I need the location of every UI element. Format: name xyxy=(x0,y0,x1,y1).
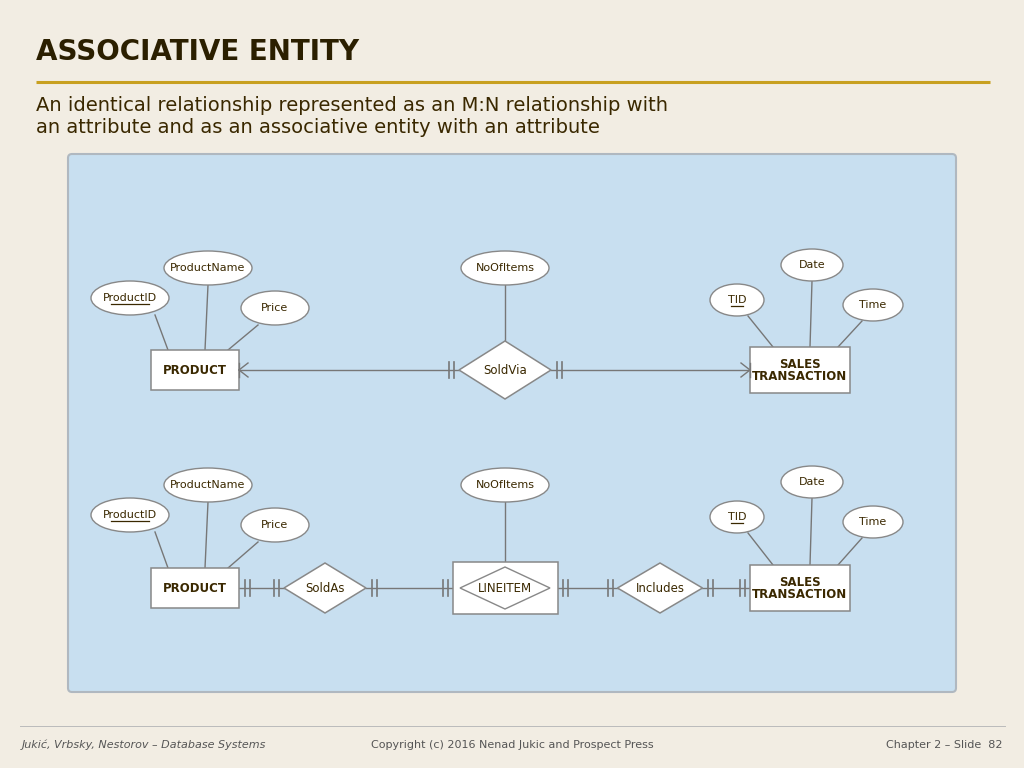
Text: Date: Date xyxy=(799,477,825,487)
Ellipse shape xyxy=(843,289,903,321)
Text: NoOfItems: NoOfItems xyxy=(475,480,535,490)
Text: Price: Price xyxy=(261,303,289,313)
Ellipse shape xyxy=(461,468,549,502)
FancyBboxPatch shape xyxy=(68,154,956,692)
Ellipse shape xyxy=(241,508,309,542)
Text: LINEITEM: LINEITEM xyxy=(478,581,532,594)
Text: Time: Time xyxy=(859,300,887,310)
Text: SoldAs: SoldAs xyxy=(305,581,345,594)
FancyBboxPatch shape xyxy=(453,562,557,614)
FancyBboxPatch shape xyxy=(151,568,239,608)
Text: Copyright (c) 2016 Nenad Jukic and Prospect Press: Copyright (c) 2016 Nenad Jukic and Prosp… xyxy=(371,740,653,750)
Ellipse shape xyxy=(461,251,549,285)
Text: ProductID: ProductID xyxy=(103,293,157,303)
Ellipse shape xyxy=(241,291,309,325)
Text: SoldVia: SoldVia xyxy=(483,363,527,376)
Text: ProductName: ProductName xyxy=(170,263,246,273)
Ellipse shape xyxy=(781,466,843,498)
Polygon shape xyxy=(460,567,550,609)
Text: TID: TID xyxy=(728,295,746,305)
Ellipse shape xyxy=(710,501,764,533)
Polygon shape xyxy=(459,341,551,399)
Ellipse shape xyxy=(164,251,252,285)
Text: An identical relationship represented as an M:N relationship with: An identical relationship represented as… xyxy=(36,96,668,115)
FancyBboxPatch shape xyxy=(151,350,239,390)
Ellipse shape xyxy=(91,498,169,532)
Text: Includes: Includes xyxy=(636,581,684,594)
Text: Date: Date xyxy=(799,260,825,270)
Text: Jukić, Vrbsky, Nestorov – Database Systems: Jukić, Vrbsky, Nestorov – Database Syste… xyxy=(22,740,266,750)
Ellipse shape xyxy=(710,284,764,316)
FancyBboxPatch shape xyxy=(750,565,850,611)
Text: PRODUCT: PRODUCT xyxy=(163,363,227,376)
Polygon shape xyxy=(617,563,702,613)
Text: TRANSACTION: TRANSACTION xyxy=(753,370,848,383)
Text: NoOfItems: NoOfItems xyxy=(475,263,535,273)
Text: Time: Time xyxy=(859,517,887,527)
Text: TRANSACTION: TRANSACTION xyxy=(753,588,848,601)
Ellipse shape xyxy=(843,506,903,538)
Ellipse shape xyxy=(164,468,252,502)
Text: PRODUCT: PRODUCT xyxy=(163,581,227,594)
Text: SALES: SALES xyxy=(779,577,821,590)
Text: ASSOCIATIVE ENTITY: ASSOCIATIVE ENTITY xyxy=(36,38,359,66)
Text: an attribute and as an associative entity with an attribute: an attribute and as an associative entit… xyxy=(36,118,600,137)
Text: Price: Price xyxy=(261,520,289,530)
Text: ProductName: ProductName xyxy=(170,480,246,490)
Text: ProductID: ProductID xyxy=(103,510,157,520)
Text: Chapter 2 – Slide  82: Chapter 2 – Slide 82 xyxy=(886,740,1002,750)
Ellipse shape xyxy=(91,281,169,315)
Polygon shape xyxy=(284,563,366,613)
Text: TID: TID xyxy=(728,512,746,522)
Text: SALES: SALES xyxy=(779,359,821,372)
Ellipse shape xyxy=(781,249,843,281)
FancyBboxPatch shape xyxy=(750,347,850,393)
